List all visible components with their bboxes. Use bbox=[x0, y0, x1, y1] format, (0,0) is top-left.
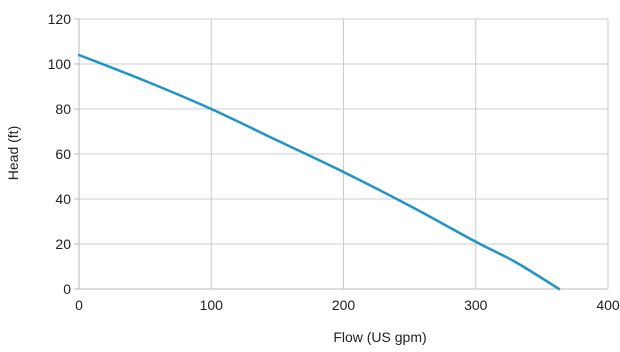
y-tick-label: 120 bbox=[48, 11, 72, 27]
y-axis-title: Head (ft) bbox=[5, 126, 21, 180]
series-line bbox=[77, 53, 561, 291]
y-tick-label: 80 bbox=[55, 101, 71, 117]
y-tick-label: 20 bbox=[55, 236, 71, 252]
x-tick-labels: 0 100 200 300 400 bbox=[75, 297, 620, 313]
y-tick-label: 60 bbox=[55, 146, 71, 162]
x-axis-title: Flow (US gpm) bbox=[333, 329, 426, 345]
y-tick-label: 100 bbox=[48, 56, 72, 72]
x-tick-label: 0 bbox=[75, 297, 83, 313]
x-tick-label: 100 bbox=[200, 297, 224, 313]
plot-frame bbox=[74, 18, 608, 290]
x-tick-label: 300 bbox=[464, 297, 488, 313]
y-tick-label: 40 bbox=[55, 191, 71, 207]
y-tick-label: 0 bbox=[63, 281, 71, 297]
y-tick-labels: 0 20 40 60 80 100 120 bbox=[48, 11, 72, 297]
series-layer bbox=[77, 53, 561, 291]
x-tick-label: 400 bbox=[596, 297, 620, 313]
x-tick-label: 200 bbox=[332, 297, 356, 313]
grid-lines bbox=[79, 18, 609, 289]
